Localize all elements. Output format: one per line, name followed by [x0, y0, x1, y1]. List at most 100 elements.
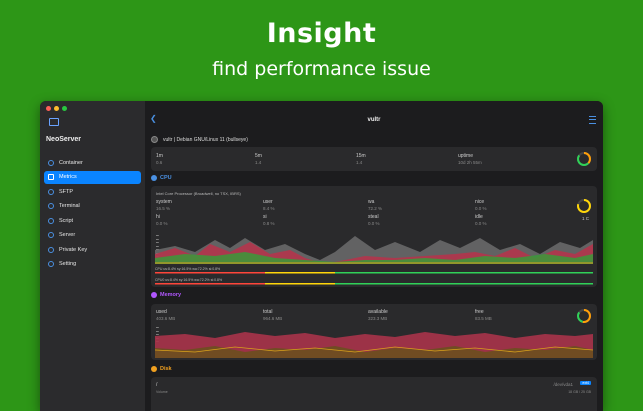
sidebar-item-label: SFTP [59, 188, 74, 195]
load-15m-label: 15m [356, 153, 366, 159]
disk-card: / /dev/vda1 ext4 Volume 18 GB / 25 GB [151, 377, 597, 411]
sidebar-item-setting[interactable]: Setting [44, 258, 141, 271]
disk-section-header[interactable]: Disk [151, 366, 172, 372]
cpu-idle-value: 0.0 % [475, 221, 487, 226]
uptime-label: uptime [458, 153, 474, 159]
load-gauge-icon [577, 152, 591, 166]
sidebar-item-metrics[interactable]: Metrics [44, 170, 141, 184]
sidebar-item-private-key[interactable]: Private Key [44, 243, 141, 256]
container-icon [48, 159, 54, 166]
back-chevron-icon[interactable]: ❮ [150, 114, 157, 123]
cpu-nice-label: nice [475, 199, 485, 205]
sidebar-item-container[interactable]: Container [44, 156, 141, 169]
metrics-icon [48, 174, 54, 180]
memory-card: used 403.6 MB total 964.6 MB available 3… [151, 304, 597, 360]
server-label: vultr | Debian GNU/Linux 11 (bullseye) [163, 136, 248, 143]
cpu-core-count: 1 C [581, 216, 589, 221]
sidebar-item-terminal[interactable]: Terminal [44, 200, 141, 213]
sidebar-item-label: Server [59, 232, 76, 238]
disk-volume-label: Volume [156, 390, 168, 394]
cpu-user-label: user [263, 199, 273, 205]
memory-free-label: free [475, 309, 484, 315]
window-title: vultr [367, 117, 381, 123]
cpu-usage-chart [155, 236, 593, 264]
cpu-total-line: CPU us:8.4% sy:16.5% wa:72.2% si:0.8% [155, 267, 221, 271]
cpu0-line: CPU0 us:8.4% sy:16.5% wa:72.2% si:0.8% [155, 278, 223, 282]
memory-title: Memory [160, 292, 182, 298]
cpu-idle-label: idle [475, 214, 483, 220]
memory-used-value: 403.6 MB [156, 316, 176, 321]
cpu-gauge-icon [577, 199, 591, 213]
minimize-window-button[interactable] [54, 106, 59, 111]
sidebar-item-script[interactable]: Script [44, 214, 141, 227]
memory-used-label: used [156, 309, 167, 315]
toolbar: ❮ vultr [145, 101, 603, 125]
memory-available-value: 323.3 MB [368, 316, 388, 321]
load-card: 1m 0.6 5m 1.4 15m 1.4 uptime 10d 2h 55m [151, 147, 597, 171]
cpu-system-label: system [156, 199, 172, 205]
cpu-system-value: 16.5 % [156, 206, 171, 211]
load-5m-value: 1.4 [255, 160, 262, 165]
cpu-model: Intel Core Processor (Broadwell, no TSX,… [156, 191, 241, 196]
gear-icon [48, 261, 54, 267]
disk-title: Disk [160, 366, 172, 372]
cpu-steal-label: steal [368, 214, 379, 220]
folder-icon [48, 188, 54, 195]
load-1m-value: 0.6 [156, 160, 163, 165]
sidebar-item-label: Setting [59, 261, 77, 267]
script-icon [48, 217, 54, 224]
cpu-wa-value: 72.2 % [368, 206, 383, 211]
hero-subtitle: find performance issue [212, 58, 431, 80]
sidebar-item-label: Terminal [59, 203, 80, 209]
terminal-icon [48, 203, 54, 209]
sidebar: NeoServer Container Metrics SFTP Termina… [40, 101, 145, 411]
cpu-card: Intel Core Processor (Broadwell, no TSX,… [151, 186, 597, 287]
cpu0-bar [155, 283, 593, 285]
sidebar-item-server[interactable]: Server [44, 229, 141, 242]
load-5m-label: 5m [255, 153, 262, 159]
list-menu-icon[interactable] [589, 116, 596, 124]
uptime-value: 10d 2h 55m [458, 160, 482, 165]
load-15m-value: 1.4 [356, 160, 363, 165]
key-icon [48, 246, 54, 253]
disk-size: 18 GB / 25 GB [568, 390, 591, 394]
cpu-section-header[interactable]: CPU [151, 175, 172, 181]
memory-free-value: 83.5 MB [475, 316, 492, 321]
memory-available-label: available [368, 309, 388, 315]
cpu-hi-label: hi [156, 214, 160, 220]
sidebar-item-label: Metrics [59, 174, 77, 180]
load-1m-label: 1m [156, 153, 163, 159]
sidebar-menu: Container Metrics SFTP Terminal Script S… [44, 156, 141, 272]
app-window: NeoServer Container Metrics SFTP Termina… [40, 101, 603, 411]
sidebar-item-label: Script [59, 217, 74, 224]
cpu-hi-value: 0.0 % [156, 221, 168, 226]
server-icon [48, 232, 54, 238]
cpu-si-label: si [263, 214, 267, 220]
sidebar-toggle-icon[interactable] [49, 118, 59, 126]
memory-gauge-icon [577, 309, 591, 323]
memory-total-label: total [263, 309, 273, 315]
server-header: vultr | Debian GNU/Linux 11 (bullseye) [151, 136, 248, 143]
cpu-si-value: 0.8 % [263, 221, 275, 226]
disk-device: /dev/vda1 [553, 382, 573, 387]
cpu-total-bar [155, 272, 593, 274]
cpu-wa-label: wa [368, 199, 375, 205]
main-content: ❮ vultr vultr | Debian GNU/Linux 11 (bul… [145, 101, 603, 411]
hero-title: Insight [266, 18, 377, 49]
memory-usage-chart [155, 332, 593, 358]
disk-mount: / [156, 382, 158, 388]
debian-logo-icon [151, 136, 158, 143]
cpu-title: CPU [160, 175, 172, 181]
sidebar-item-label: Container [59, 159, 83, 166]
disk-fs-badge: ext4 [580, 381, 591, 385]
window-controls [46, 106, 67, 111]
cpu-user-value: 8.4 % [263, 206, 275, 211]
app-name: NeoServer [46, 136, 82, 143]
disk-icon [151, 366, 157, 372]
cpu-steal-value: 0.0 % [368, 221, 380, 226]
close-window-button[interactable] [46, 106, 51, 111]
memory-section-header[interactable]: Memory [151, 292, 181, 298]
zoom-window-button[interactable] [62, 106, 67, 111]
sidebar-item-sftp[interactable]: SFTP [44, 185, 141, 198]
memory-icon [151, 292, 157, 298]
